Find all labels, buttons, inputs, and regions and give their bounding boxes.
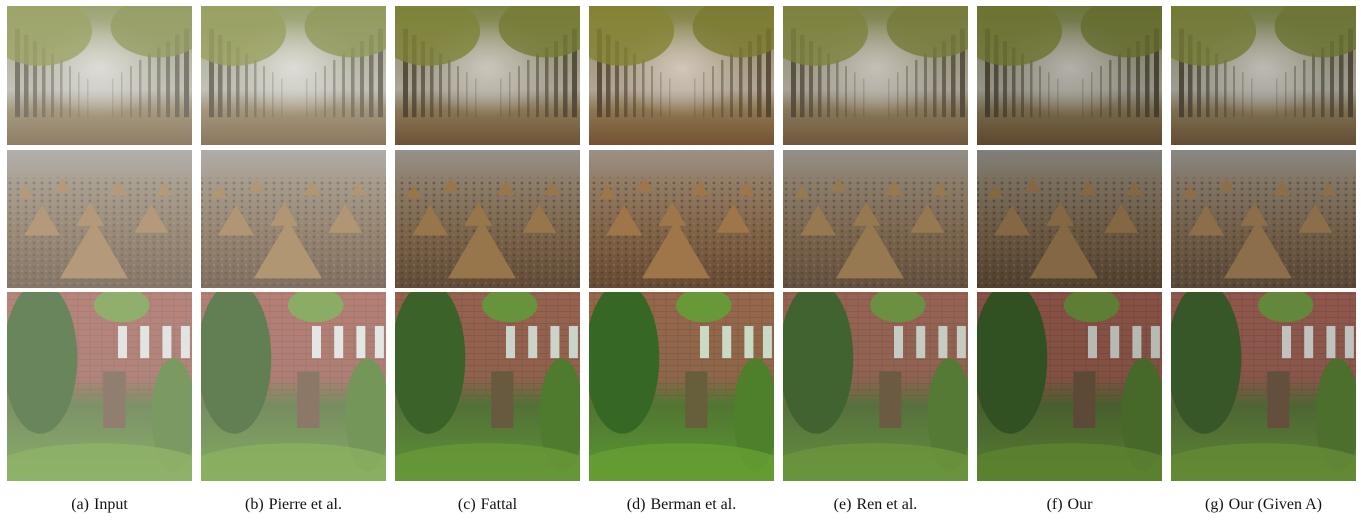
caption-label: (g): [1205, 496, 1224, 513]
haze: [977, 292, 1162, 481]
image-panel: [0, 283, 211, 500]
caption-name: Ren et al.: [856, 496, 917, 513]
image-panel: [395, 150, 580, 288]
haze: [395, 150, 580, 288]
haze: [977, 150, 1162, 288]
haze: [395, 292, 580, 481]
haze: [201, 292, 386, 481]
image-panel: [589, 150, 774, 288]
caption-label: (b): [245, 496, 264, 513]
caption: (a) Input: [71, 496, 128, 513]
haze: [7, 150, 192, 288]
image-panel: [765, 283, 987, 500]
image-panel: [183, 283, 405, 500]
haze: [589, 6, 774, 145]
image-panel: [977, 150, 1162, 288]
caption: (b) Pierre et al.: [245, 496, 342, 513]
image-panel: [377, 283, 599, 500]
captions: (a) Input (b) Pierre et al. (c) Fattal (d)Berm…: [71, 496, 1322, 513]
image-panel: [765, 0, 983, 145]
image-panel: [959, 283, 1181, 500]
caption-name: Our (Given A): [1229, 496, 1322, 513]
image-panel: [571, 283, 793, 500]
haze: [7, 6, 192, 145]
caption-name: Input: [94, 496, 128, 513]
image-grid: [0, 0, 1361, 500]
haze: [1171, 150, 1356, 288]
haze: [201, 150, 386, 288]
caption-label: (a): [71, 496, 89, 513]
caption-name: Fattal: [481, 496, 518, 513]
caption: (g) Our (Given A): [1205, 496, 1322, 513]
haze: [977, 6, 1162, 145]
haze: [7, 292, 192, 481]
image-panel: [7, 150, 192, 288]
caption: (c) Fattal: [458, 496, 518, 513]
image-panel: [183, 0, 401, 145]
caption-name: Our: [1068, 496, 1094, 513]
haze: [1171, 6, 1356, 145]
caption-name: Berman et al.: [650, 496, 736, 513]
image-panel: [959, 0, 1177, 145]
image-panel: [0, 0, 207, 145]
haze: [395, 6, 580, 145]
figure: (a) Input (b) Pierre et al. (c) Fattal (d)Berm…: [0, 0, 1361, 521]
caption-label: (d): [627, 496, 646, 513]
image-panel: [783, 150, 968, 288]
haze: [783, 6, 968, 145]
caption: (e)Ren et al.: [834, 496, 918, 513]
caption: (f) Our: [1047, 496, 1094, 513]
image-panel: [1153, 283, 1361, 500]
image-panel: [1153, 0, 1361, 145]
haze: [1171, 292, 1356, 481]
image-panel: [377, 0, 595, 145]
haze: [783, 150, 968, 288]
haze: [589, 150, 774, 288]
image-panel: [1171, 150, 1356, 288]
haze: [589, 292, 774, 481]
caption-label: (e): [834, 496, 852, 513]
haze: [201, 6, 386, 145]
caption: (d)Berman et al.: [627, 496, 736, 513]
caption-name: Pierre et al.: [269, 496, 342, 513]
caption-label: (c): [458, 496, 476, 513]
image-panel: [201, 150, 386, 288]
image-panel: [571, 0, 789, 145]
haze: [783, 292, 968, 481]
caption-label: (f): [1047, 496, 1063, 513]
